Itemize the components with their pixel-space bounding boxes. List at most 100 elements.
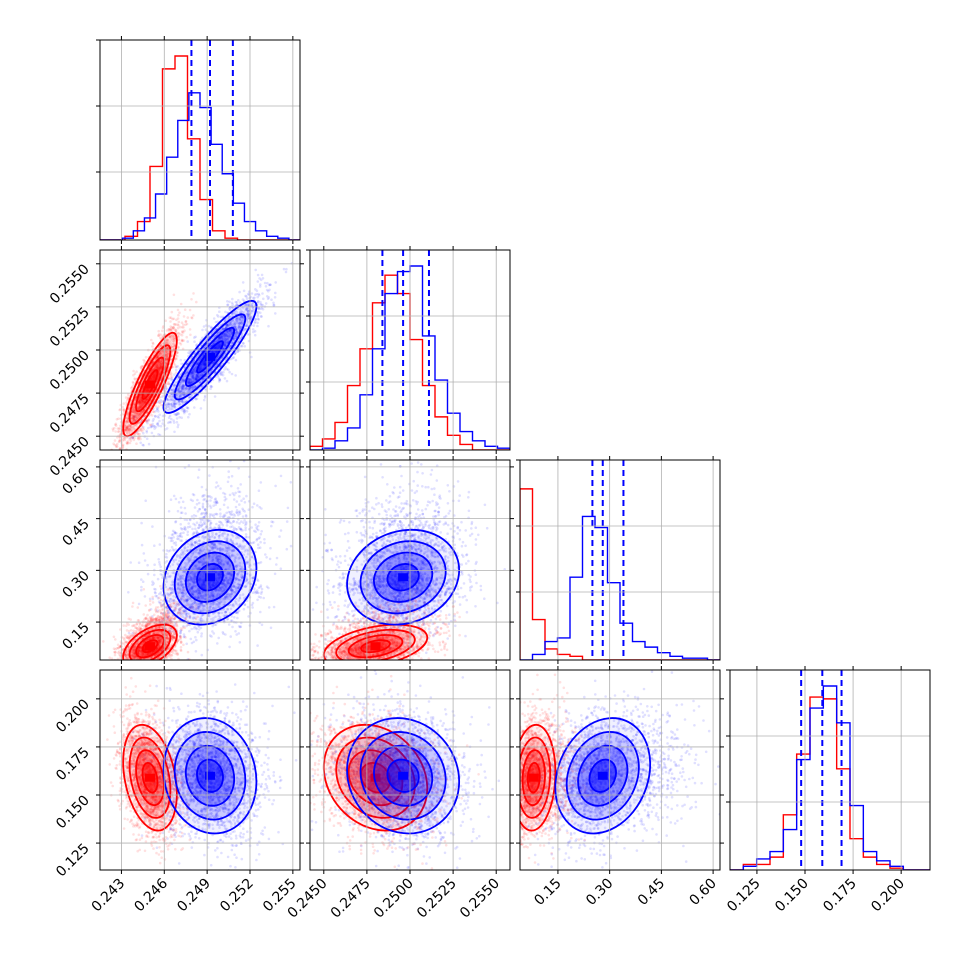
scatter-point	[128, 429, 132, 433]
scatter-point	[152, 417, 155, 421]
scatter-point	[225, 379, 229, 383]
scatter-point	[259, 300, 262, 304]
scatter-point	[143, 361, 146, 365]
scatter-point	[123, 428, 127, 432]
scatter-point	[142, 401, 146, 405]
scatter-point	[149, 378, 153, 382]
scatter-point	[141, 403, 144, 407]
scatter-point	[164, 342, 168, 345]
scatter-point	[131, 664, 134, 667]
scatter-point	[237, 299, 240, 302]
scatter-point	[146, 390, 149, 394]
scatter-point	[152, 367, 155, 371]
scatter-point	[145, 389, 149, 392]
scatter-point	[128, 436, 131, 440]
scatter-point	[107, 664, 110, 667]
scatter-point	[187, 415, 190, 419]
scatter-point	[116, 442, 119, 446]
scatter-point	[133, 402, 136, 406]
scatter-point	[141, 402, 144, 406]
scatter-point	[158, 370, 162, 373]
scatter-point	[131, 414, 134, 417]
scatter-point	[157, 366, 160, 370]
scatter-point	[172, 338, 176, 341]
scatter-point	[170, 326, 174, 329]
scatter-point	[181, 347, 185, 351]
scatter-point	[168, 395, 171, 398]
scatter-point	[176, 326, 180, 330]
scatter-point	[127, 666, 130, 669]
scatter-point	[131, 380, 135, 384]
scatter-point	[173, 328, 177, 331]
scatter-point	[223, 368, 226, 371]
scatter-point	[125, 428, 129, 431]
scatter-point	[159, 353, 162, 356]
scatter-point	[142, 408, 146, 412]
scatter-point	[165, 352, 168, 356]
scatter-point	[165, 347, 168, 351]
scatter-point	[154, 425, 158, 429]
scatter-point	[169, 376, 173, 380]
scatter-point	[139, 367, 143, 370]
scatter-point	[172, 337, 175, 340]
scatter-point	[165, 358, 169, 361]
scatter-point	[141, 402, 144, 406]
scatter-point	[126, 453, 129, 456]
scatter-point	[131, 410, 135, 414]
scatter-point	[168, 316, 172, 319]
scatter-point	[126, 398, 129, 402]
scatter-point	[131, 417, 135, 420]
scatter-point	[138, 400, 141, 404]
scatter-point	[111, 429, 115, 432]
scatter-point	[180, 339, 184, 343]
scatter-point	[252, 330, 255, 334]
scatter-point	[133, 427, 136, 431]
scatter-point	[171, 345, 174, 349]
scatter-point	[129, 426, 132, 429]
scatter-point	[209, 387, 212, 390]
scatter-point	[157, 353, 161, 356]
scatter-point	[169, 340, 172, 344]
scatter-point	[153, 374, 157, 378]
scatter-point	[169, 325, 172, 328]
scatter-point	[139, 405, 143, 408]
scatter-point	[157, 367, 160, 370]
scatter-point	[139, 398, 143, 402]
scatter-point	[146, 388, 149, 392]
scatter-point	[190, 316, 193, 319]
scatter-point	[169, 374, 172, 377]
scatter-point	[253, 333, 257, 337]
scatter-point	[159, 364, 163, 368]
scatter-point	[189, 333, 192, 337]
scatter-point	[221, 373, 225, 377]
scatter-point	[143, 400, 147, 403]
scatter-point	[127, 430, 131, 433]
scatter-point	[137, 438, 140, 441]
scatter-point	[158, 361, 161, 365]
scatter-point	[263, 281, 267, 285]
scatter-point	[133, 408, 136, 412]
scatter-point	[143, 401, 146, 404]
scatter-point	[194, 335, 197, 339]
scatter-point	[138, 395, 142, 398]
scatter-point	[118, 436, 122, 439]
scatter-point	[166, 346, 170, 350]
scatter-point	[143, 393, 146, 397]
scatter-point	[137, 413, 141, 416]
scatter-point	[145, 388, 149, 391]
scatter-point	[186, 316, 190, 319]
scatter-point	[169, 320, 172, 323]
scatter-point	[185, 335, 188, 339]
scatter-point	[179, 333, 182, 336]
scatter-point	[169, 328, 173, 332]
scatter-point	[127, 406, 131, 409]
scatter-point	[159, 365, 162, 369]
scatter-point	[133, 378, 137, 381]
scatter-point	[158, 351, 162, 355]
scatter-point	[112, 442, 115, 445]
scatter-point	[179, 325, 182, 329]
scatter-point	[151, 672, 154, 675]
scatter-point	[175, 351, 179, 355]
scatter-point	[112, 456, 115, 459]
